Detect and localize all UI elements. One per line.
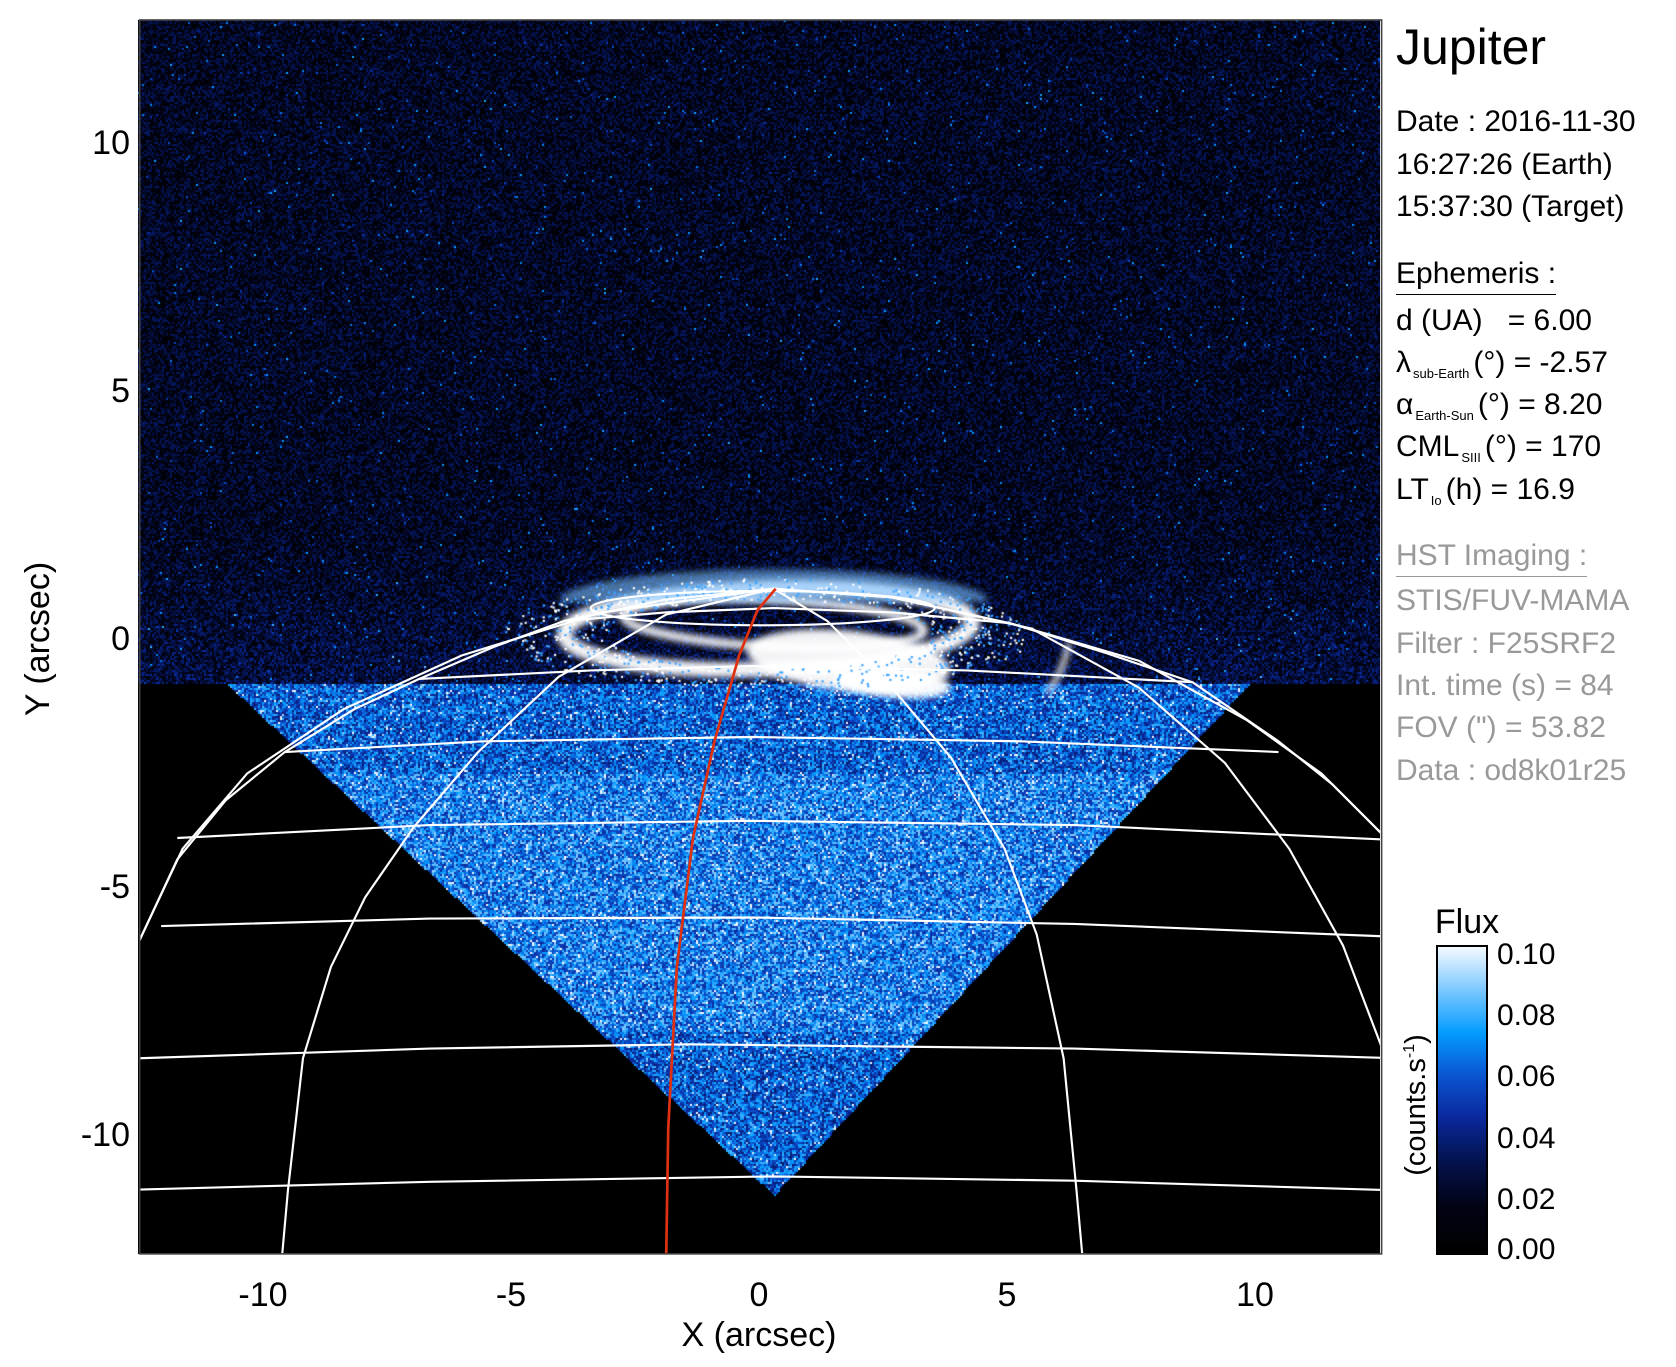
y-tick-label: 5 — [111, 372, 130, 410]
eph-subscript: Earth-Sun — [1415, 408, 1474, 423]
ephemeris-row: d (UA) = 6.00 — [1396, 306, 1592, 336]
eph-value: (°) = 170 — [1484, 430, 1602, 463]
x-tick-label: 10 — [1236, 1276, 1274, 1314]
colorbar-tick: 0.06 — [1497, 1060, 1556, 1093]
x-axis-label: X (arcsec) — [681, 1316, 837, 1354]
hst-row: Int. time (s) = 84 — [1396, 669, 1614, 702]
eph-value: (°) = 8.20 — [1477, 388, 1603, 421]
colorbar-unit-close: ) — [1399, 1034, 1432, 1044]
eph-subscript: sub-Earth — [1413, 366, 1470, 381]
hst-header: HST Imaging : — [1396, 539, 1588, 577]
ephemeris-row: α Earth-Sun (°) = 8.20 — [1396, 390, 1602, 431]
eph-label: CML — [1396, 430, 1460, 463]
hst-row: Data : od8k01r25 — [1396, 754, 1627, 787]
x-tick-label: -10 — [238, 1276, 288, 1314]
x-tick-label: 0 — [749, 1276, 769, 1314]
eph-label: α — [1396, 388, 1414, 421]
eph-label: d (UA) — [1396, 304, 1483, 337]
y-axis-label: Y (arcsec) — [19, 561, 57, 717]
colorbar-tick: 0.08 — [1497, 999, 1556, 1032]
eph-value: (h) = 16.9 — [1445, 473, 1575, 506]
ephemeris-row: CML SIII (°) = 170 — [1396, 432, 1601, 473]
x-tick-label: 5 — [997, 1276, 1017, 1314]
hst-row: FOV (") = 53.82 — [1396, 711, 1606, 744]
target-time: 15:37:30 (Target) — [1396, 190, 1625, 223]
flux-image — [138, 20, 1380, 1254]
ephemeris-row: LT Io (h) = 16.9 — [1396, 475, 1575, 516]
y-tick-label: -5 — [99, 868, 130, 906]
colorbar-unit-exponent: -1 — [1401, 1043, 1419, 1059]
ephemeris-row: λ sub-Earth (°) = -2.57 — [1396, 348, 1608, 389]
colorbar-tick: 0.10 — [1497, 938, 1556, 971]
obs-date: Date : 2016-11-30 — [1396, 105, 1636, 138]
eph-value: (°) = -2.57 — [1473, 346, 1608, 379]
hst-row: STIS/FUV-MAMA — [1396, 584, 1630, 617]
ephemeris-header: Ephemeris : — [1396, 257, 1557, 295]
target-title: Jupiter — [1396, 19, 1547, 75]
eph-label: LT — [1396, 473, 1429, 506]
colorbar-label: (counts.s-1) — [1393, 1034, 1433, 1176]
eph-subscript: SIII — [1461, 450, 1481, 465]
x-tick-label: -5 — [495, 1276, 527, 1314]
earth-time: 16:27:26 (Earth) — [1396, 148, 1613, 181]
colorbar-tick: 0.02 — [1497, 1183, 1556, 1216]
colorbar — [1436, 945, 1488, 1255]
y-tick-label: 0 — [111, 620, 130, 658]
hst-row: Filter : F25SRF2 — [1396, 627, 1617, 660]
colorbar-unit: (counts.s — [1399, 1058, 1432, 1176]
eph-label: λ — [1396, 346, 1411, 379]
y-tick-label: -10 — [80, 1116, 130, 1154]
colorbar-tick: 0.04 — [1497, 1122, 1556, 1155]
colorbar-title: Flux — [1434, 903, 1500, 941]
eph-value: = 6.00 — [1482, 304, 1592, 337]
eph-subscript: Io — [1430, 493, 1442, 508]
y-tick-label: 10 — [92, 124, 130, 162]
colorbar-tick: 0.00 — [1497, 1233, 1556, 1266]
